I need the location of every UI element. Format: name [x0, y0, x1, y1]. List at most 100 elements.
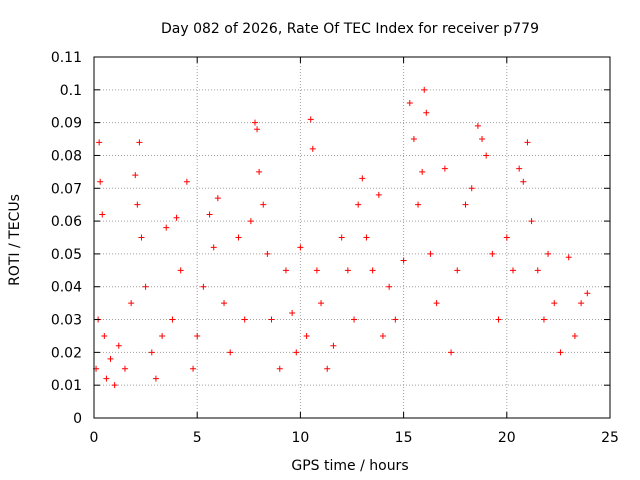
data-points — [93, 86, 591, 389]
data-point — [163, 224, 170, 231]
data-point — [159, 332, 166, 339]
data-point — [303, 332, 310, 339]
y-tick-label: 0.02 — [51, 345, 82, 361]
plot-frame — [93, 56, 611, 419]
data-point — [268, 316, 275, 323]
data-point — [214, 195, 221, 202]
x-tick-label: 15 — [395, 430, 413, 446]
data-point — [406, 99, 413, 106]
data-point — [392, 316, 399, 323]
data-point — [324, 365, 331, 372]
data-point — [297, 244, 304, 251]
data-point — [338, 234, 345, 241]
y-tick-label: 0.06 — [51, 214, 82, 230]
data-point — [448, 349, 455, 356]
axis-ticks: 0 5 10 15 20 25 0 0.01 0.02 0.03 0.04 0.05 0.06 0.07 0… — [51, 50, 619, 446]
data-point — [375, 191, 382, 198]
data-point — [134, 201, 141, 208]
data-point — [483, 152, 490, 159]
data-point — [128, 300, 135, 307]
data-point — [419, 168, 426, 175]
data-point — [115, 342, 122, 349]
data-point — [247, 218, 254, 225]
data-point — [138, 234, 145, 241]
data-point — [136, 139, 143, 146]
data-point — [99, 211, 106, 218]
data-point — [369, 267, 376, 274]
data-point — [97, 178, 104, 185]
data-point — [355, 201, 362, 208]
data-point — [293, 349, 300, 356]
y-tick-label: 0.1 — [60, 83, 82, 99]
data-point — [551, 300, 558, 307]
data-point — [503, 234, 510, 241]
x-axis-label: GPS time / hours — [291, 458, 408, 474]
data-point — [410, 136, 417, 143]
data-point — [241, 316, 248, 323]
data-point — [169, 316, 176, 323]
data-point — [344, 267, 351, 274]
y-tick-label: 0.07 — [51, 181, 82, 197]
grid-lines — [94, 57, 610, 418]
data-point — [251, 119, 258, 126]
data-point — [235, 234, 242, 241]
data-point — [454, 267, 461, 274]
data-point — [254, 126, 261, 133]
data-point — [359, 175, 366, 182]
data-point — [307, 116, 314, 123]
data-point — [441, 165, 448, 172]
data-point — [474, 122, 481, 129]
data-point — [578, 300, 585, 307]
y-axis-label: ROTI / TECUs — [7, 194, 23, 286]
y-tick-label: 0.01 — [51, 378, 82, 394]
data-point — [415, 201, 422, 208]
data-point — [227, 349, 234, 356]
data-point — [194, 332, 201, 339]
data-point — [400, 257, 407, 264]
data-point — [571, 332, 578, 339]
x-tick-label: 10 — [291, 430, 309, 446]
data-point — [200, 283, 207, 290]
data-point — [540, 316, 547, 323]
y-tick-label: 0.08 — [51, 148, 82, 164]
y-tick-label: 0.11 — [51, 50, 82, 66]
data-point — [330, 342, 337, 349]
y-tick-label: 0.03 — [51, 313, 82, 329]
data-point — [557, 349, 564, 356]
data-point — [524, 139, 531, 146]
data-point — [260, 201, 267, 208]
data-point — [206, 211, 213, 218]
data-point — [489, 250, 496, 257]
data-point — [516, 165, 523, 172]
data-point — [379, 332, 386, 339]
data-point — [103, 375, 110, 382]
data-point — [210, 244, 217, 251]
data-point — [534, 267, 541, 274]
x-tick-label: 25 — [601, 430, 619, 446]
chart-title: Day 082 of 2026, Rate Of TEC Index for r… — [161, 21, 539, 37]
y-tick-label: 0 — [73, 411, 82, 427]
data-point — [101, 332, 108, 339]
data-point — [427, 250, 434, 257]
data-point — [96, 139, 103, 146]
y-tick-label: 0.09 — [51, 116, 82, 132]
data-point — [183, 178, 190, 185]
data-point — [318, 300, 325, 307]
data-point — [177, 267, 184, 274]
data-point — [495, 316, 502, 323]
data-point — [190, 365, 197, 372]
data-point — [421, 86, 428, 93]
data-point — [282, 267, 289, 274]
data-point — [264, 250, 271, 257]
data-point — [256, 168, 263, 175]
data-point — [107, 355, 114, 362]
data-point — [479, 136, 486, 143]
data-point — [520, 178, 527, 185]
x-tick-label: 20 — [498, 430, 516, 446]
data-point — [528, 218, 535, 225]
data-point — [309, 145, 316, 152]
data-point — [276, 365, 283, 372]
data-point — [363, 234, 370, 241]
data-point — [111, 382, 118, 389]
data-point — [433, 300, 440, 307]
